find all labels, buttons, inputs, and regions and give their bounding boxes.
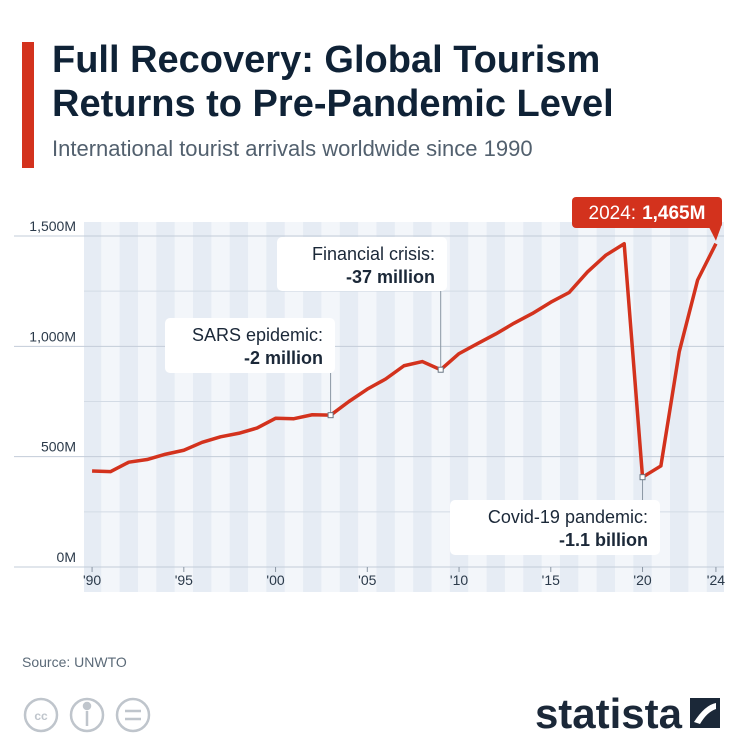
annotation-title: SARS epidemic: xyxy=(192,325,323,345)
x-tick-label: '20 xyxy=(633,572,651,588)
year-stripe xyxy=(633,222,652,592)
annotation-value: -1.1 billion xyxy=(559,530,648,550)
year-stripe xyxy=(486,222,505,592)
annotation-point xyxy=(437,366,444,373)
brand-icon-mark xyxy=(694,703,716,724)
year-stripe xyxy=(449,222,469,592)
year-stripe xyxy=(376,222,395,592)
year-stripe xyxy=(559,222,579,592)
x-tick-label: '90 xyxy=(83,572,101,588)
accent-bar xyxy=(22,42,34,168)
year-stripe xyxy=(119,222,138,592)
x-tick-label: '05 xyxy=(358,572,376,588)
callout-value: 1,465M xyxy=(642,203,705,224)
header: Full Recovery: Global Tourism Returns to… xyxy=(52,38,732,162)
annotation-box xyxy=(165,318,335,373)
year-stripe xyxy=(596,222,616,592)
year-stripe xyxy=(339,222,359,592)
chart-subtitle: International tourist arrivals worldwide… xyxy=(52,136,533,161)
annotation-point xyxy=(639,474,646,481)
x-tick-label: '10 xyxy=(450,572,468,588)
x-tick-label: '00 xyxy=(266,572,284,588)
line-series xyxy=(92,241,718,479)
annotation-title: Covid-19 pandemic: xyxy=(488,507,648,527)
chart-title: Full Recovery: Global Tourism Returns to… xyxy=(52,39,614,125)
annotation-title: Financial crisis: xyxy=(312,244,435,264)
cc-icon: cc xyxy=(34,709,48,723)
callout-arrow xyxy=(708,227,721,241)
y-tick-label: 1,500M xyxy=(29,218,76,234)
year-stripe xyxy=(670,222,689,592)
year-stripe xyxy=(84,222,102,592)
year-stripe xyxy=(156,222,175,592)
callout-box xyxy=(572,197,722,228)
y-tick-label: 500M xyxy=(41,439,76,455)
callout-text: 2024: 1,465M xyxy=(589,203,706,224)
x-tick-label: '15 xyxy=(542,572,560,588)
annotation-point xyxy=(327,412,334,419)
x-tick-label: '24 xyxy=(707,572,725,588)
year-stripe xyxy=(266,222,285,592)
annotation-box xyxy=(450,500,660,555)
annotation-value: -37 million xyxy=(346,267,435,287)
y-tick-label: 0M xyxy=(57,549,76,565)
y-tick-label: 1,000M xyxy=(29,328,76,344)
license-icons xyxy=(23,697,151,733)
annotation-value: -2 million xyxy=(244,348,323,368)
year-stripe xyxy=(303,222,322,592)
brand: statista xyxy=(535,690,683,737)
source: Source: UNWTO xyxy=(22,654,127,670)
year-stripe xyxy=(706,222,724,592)
x-tick-label: '95 xyxy=(175,572,193,588)
year-stripe xyxy=(192,222,212,592)
year-stripe xyxy=(413,222,432,592)
annotation-box xyxy=(277,237,447,291)
year-stripe xyxy=(229,222,249,592)
callout-label: 2024: xyxy=(589,203,637,224)
